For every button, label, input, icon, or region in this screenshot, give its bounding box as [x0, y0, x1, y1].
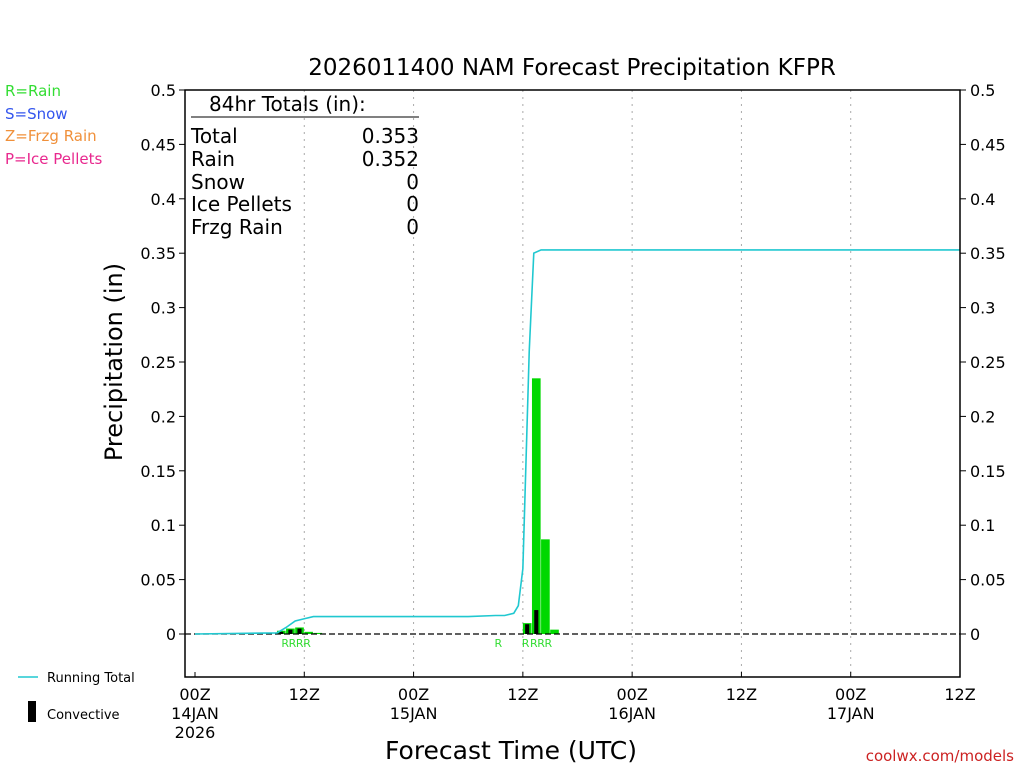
rain-bar	[531, 378, 541, 634]
x-tick-label: 00Z	[616, 685, 647, 704]
precip-type-label: R	[537, 637, 545, 650]
y-tick-label-left: 0.05	[140, 571, 176, 590]
y-axis-right: 0 0.05 0.1 0.15 0.2 0.25 0.3 0.35 0.4 0.45 0.5	[960, 81, 1006, 644]
y-tick-label-left: 0	[166, 625, 176, 644]
y-tick-label-left: 0.15	[140, 462, 176, 481]
convective-bar	[288, 629, 293, 634]
precip-type-label: R	[494, 637, 502, 650]
y-tick-label-right: 0.05	[970, 571, 1006, 590]
y-tick-label-right: 0.2	[970, 407, 995, 426]
x-tick-label: 16JAN	[608, 704, 656, 723]
series-legend: Running Total Convective	[18, 671, 135, 723]
y-tick-label-left: 0.25	[140, 353, 176, 372]
precip-type-legend: R=Rain S=Snow Z=Frzg Rain P=Ice Pellets	[5, 82, 102, 168]
y-tick-label-right: 0.3	[970, 299, 995, 318]
y-tick-label-left: 0.35	[140, 244, 176, 263]
convective-bar	[297, 628, 302, 634]
y-tick-label-right: 0.4	[970, 190, 995, 209]
running-total-line	[194, 249, 960, 635]
y-tick-label-right: 0	[970, 625, 980, 644]
x-axis-title: Forecast Time (UTC)	[385, 736, 637, 765]
legend-rain: R=Rain	[5, 82, 61, 100]
precip-type-label: R	[303, 637, 311, 650]
x-tick-label: 17JAN	[827, 704, 875, 723]
precip-type-label: R	[281, 637, 289, 650]
legend-frzg-rain: Z=Frzg Rain	[5, 127, 97, 145]
watermark: coolwx.com/models	[866, 747, 1014, 765]
totals-value-rain: 0.352	[362, 147, 419, 171]
y-axis-title: Precipitation (in)	[100, 263, 128, 461]
y-tick-label-left: 0.2	[151, 407, 176, 426]
precip-type-label: R	[545, 637, 553, 650]
totals-value-snow: 0	[406, 170, 419, 194]
totals-label-rain: Rain	[191, 147, 235, 171]
rain-bar	[304, 631, 313, 634]
convective-bar	[279, 631, 284, 634]
convective-bar	[525, 624, 530, 634]
convective-legend-label: Convective	[47, 708, 120, 723]
x-tick-label: 12Z	[944, 685, 975, 704]
y-tick-label-left: 0.45	[140, 135, 176, 154]
precip-type-label: R	[530, 637, 538, 650]
y-tick-label-left: 0.5	[151, 81, 176, 100]
totals-label-frzg-rain: Frzg Rain	[191, 215, 283, 239]
y-tick-label-right: 0.1	[970, 516, 995, 535]
x-tick-label: 00Z	[835, 685, 866, 704]
y-tick-label-left: 0.4	[151, 190, 176, 209]
totals-label-snow: Snow	[191, 170, 245, 194]
totals-value-ice-pellets: 0	[406, 192, 419, 216]
x-tick-label: 2026	[175, 723, 216, 742]
x-tick-label: 12Z	[507, 685, 538, 704]
x-tick-label: 14JAN	[171, 704, 219, 723]
totals-label-ice-pellets: Ice Pellets	[191, 192, 292, 216]
totals-box: 84hr Totals (in): Total 0.353 Rain 0.352…	[190, 92, 419, 239]
rain-bar	[541, 539, 550, 634]
x-tick-label: 12Z	[289, 685, 320, 704]
precip-type-label: R	[296, 637, 304, 650]
y-tick-label-left: 0.3	[151, 299, 176, 318]
x-tick-label: 00Z	[179, 685, 210, 704]
grid-lines	[303, 90, 852, 677]
plot-frame	[184, 89, 961, 678]
totals-value-frzg-rain: 0	[406, 215, 419, 239]
rain-bar	[550, 629, 559, 634]
y-axis-left: 0 0.05 0.1 0.15 0.2 0.25 0.3 0.35 0.4 0.45 0.5	[140, 81, 185, 644]
rain-bar	[313, 632, 323, 634]
rain-bars	[276, 378, 559, 634]
y-tick-label-right: 0.45	[970, 135, 1006, 154]
x-tick-label: 12Z	[726, 685, 757, 704]
x-tick-label: 15JAN	[390, 704, 438, 723]
convective-legend-swatch	[28, 701, 36, 722]
legend-ice-pellets: P=Ice Pellets	[5, 150, 102, 168]
convective-bars	[279, 610, 539, 634]
y-tick-label-right: 0.15	[970, 462, 1006, 481]
x-tick-label: 00Z	[398, 685, 429, 704]
y-tick-label-right: 0.35	[970, 244, 1006, 263]
legend-snow: S=Snow	[5, 105, 68, 123]
precip-type-label: R	[289, 637, 297, 650]
totals-heading: 84hr Totals (in):	[209, 92, 366, 116]
y-tick-label-left: 0.1	[151, 516, 176, 535]
running-total-legend-label: Running Total	[47, 671, 135, 686]
precip-type-label: R	[522, 637, 530, 650]
y-tick-label-right: 0.25	[970, 353, 1006, 372]
y-tick-label-right: 0.5	[970, 81, 995, 100]
totals-value-total: 0.353	[362, 124, 419, 148]
totals-label-total: Total	[190, 124, 238, 148]
chart-title: 2026011400 NAM Forecast Precipitation KF…	[308, 55, 836, 81]
convective-bar	[534, 610, 539, 634]
